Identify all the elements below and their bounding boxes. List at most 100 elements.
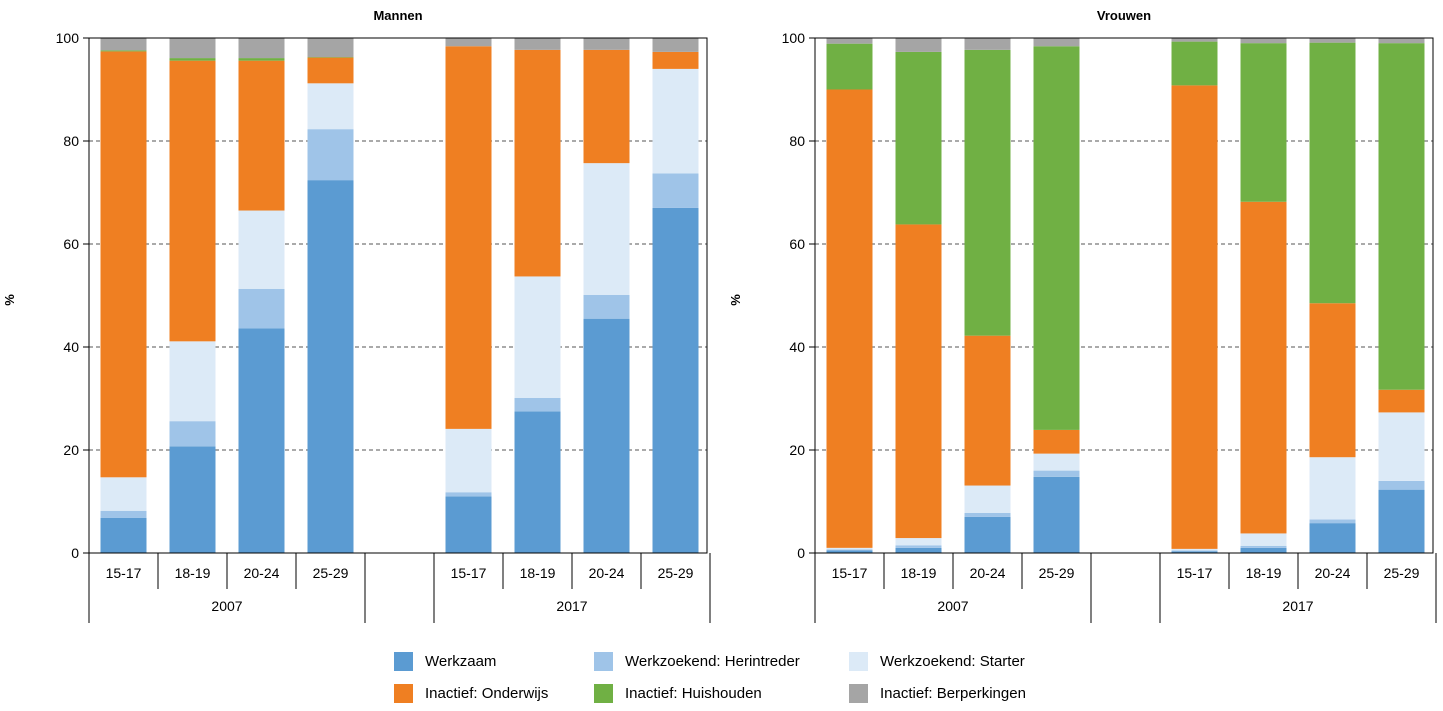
y-axis-label: % <box>728 294 743 306</box>
legend-swatch <box>394 683 413 703</box>
bar-segment <box>238 328 285 553</box>
bar-segment <box>1171 550 1218 552</box>
bar-segment <box>100 477 147 511</box>
bar-segment <box>307 129 354 181</box>
bar-segment <box>826 89 873 548</box>
bar-segment <box>1171 85 1218 549</box>
legend-swatch <box>594 651 613 671</box>
bar-segment <box>238 288 285 329</box>
chart-legend: Werkzaam Werkzoekend: Herintreder Werkzo… <box>394 643 1154 707</box>
x-tick-label: 25-29 <box>1039 565 1075 581</box>
legend-swatch <box>394 651 413 671</box>
bar-segment <box>1171 38 1218 42</box>
legend-label: Inactief: Onderwijs <box>425 684 549 702</box>
bar-segment <box>1240 201 1287 534</box>
bar-segment <box>445 496 492 553</box>
legend-item-inactief-huishouden: Inactief: Huishouden <box>594 681 762 705</box>
y-axis-label: % <box>2 294 17 306</box>
bar-segment <box>238 58 285 61</box>
bar-segment <box>307 57 354 84</box>
bar-segment <box>1240 43 1287 202</box>
bar-segment <box>1309 457 1356 520</box>
x-tick-label: 18-19 <box>901 565 937 581</box>
bar-segment <box>652 38 699 52</box>
bar-segment <box>1378 412 1425 481</box>
bar-segment <box>445 38 492 47</box>
legend-item-inactief-onderwijs: Inactief: Onderwijs <box>394 681 548 705</box>
bar-segment <box>238 60 285 211</box>
mannen-chart-panel: Mannen% 0 20 40 60 80 100 15-17 18-19 20-24 25-29 1… <box>2 8 711 623</box>
bar-segment <box>514 397 561 412</box>
bar-segment <box>1171 548 1218 551</box>
bar-segment <box>514 49 561 277</box>
bar-segment <box>307 38 354 58</box>
bar-segment <box>100 51 147 478</box>
bar-segment <box>1378 389 1425 413</box>
bar-segment <box>1171 551 1218 553</box>
x-tick-label: 20-24 <box>589 565 625 581</box>
bar-segment <box>1033 429 1080 454</box>
legend-swatch <box>849 683 868 703</box>
bar-segment <box>1378 480 1425 490</box>
bar-segment <box>1309 519 1356 524</box>
legend-label: Inactief: Huishouden <box>625 684 762 702</box>
legend-label: Inactief: Berperkingen <box>880 684 1026 702</box>
group-label: 2017 <box>1282 598 1313 614</box>
bar-segment <box>445 428 492 493</box>
bar-segment <box>514 38 561 50</box>
bars <box>100 38 699 553</box>
y-tick-label: 20 <box>789 442 805 458</box>
bar-segment <box>100 38 147 51</box>
plot-frame <box>814 37 1434 554</box>
bar-segment <box>826 549 873 551</box>
bar-segment <box>445 46 492 429</box>
bar-segment <box>1033 38 1080 47</box>
bar-segment <box>100 510 147 518</box>
bar-segment <box>1033 453 1080 471</box>
bar-segment <box>652 68 699 174</box>
group-label: 2017 <box>556 598 587 614</box>
x-tick-label: 18-19 <box>175 565 211 581</box>
x-tick-label: 20-24 <box>244 565 280 581</box>
bars <box>826 38 1425 553</box>
bar-segment <box>964 38 1011 50</box>
x-tick-label: 15-17 <box>1177 565 1213 581</box>
chart-canvas: Mannen% 0 20 40 60 80 100 15-17 18-19 20-24 25-29 1… <box>2 8 1437 623</box>
bar-segment <box>514 411 561 553</box>
chart-title: Vrouwen <box>1097 8 1151 23</box>
bar-segment <box>583 49 630 164</box>
x-tick-label: 18-19 <box>1246 565 1282 581</box>
bar-segment <box>514 276 561 398</box>
legend-label: Werkzoekend: Starter <box>880 652 1025 670</box>
bar-segment <box>1309 523 1356 553</box>
bar-segment <box>895 547 942 553</box>
bar-segment <box>1240 38 1287 44</box>
legend-swatch <box>849 651 868 671</box>
legend-item-werkzoekend-starter: Werkzoekend: Starter <box>849 649 1025 673</box>
y-tick-label: 40 <box>789 339 805 355</box>
bar-segment <box>169 58 216 61</box>
bar-segment <box>1033 46 1080 430</box>
group-label: 2007 <box>937 598 968 614</box>
x-tick-label: 15-17 <box>451 565 487 581</box>
x-tick-label: 20-24 <box>970 565 1006 581</box>
legend-label: Werkzoekend: Herintreder <box>625 652 800 670</box>
bar-segment <box>1309 42 1356 304</box>
plot-frame <box>88 37 708 554</box>
x-tick-label: 18-19 <box>520 565 556 581</box>
x-tick-label: 25-29 <box>313 565 349 581</box>
bar-segment <box>964 335 1011 486</box>
bar-segment <box>100 50 147 52</box>
y-tick-label: 60 <box>789 236 805 252</box>
bar-segment <box>307 57 354 58</box>
bar-segment <box>895 545 942 548</box>
bar-segment <box>307 83 354 130</box>
legend-item-werkzoekend-herintreder: Werkzoekend: Herintreder <box>594 649 800 673</box>
bar-segment <box>895 51 942 225</box>
bar-segment <box>583 38 630 50</box>
y-tick-label: 40 <box>63 339 79 355</box>
bar-segment <box>169 38 216 59</box>
bar-segment <box>826 38 873 44</box>
x-tick-label: 25-29 <box>1384 565 1420 581</box>
y-tick-label: 60 <box>63 236 79 252</box>
